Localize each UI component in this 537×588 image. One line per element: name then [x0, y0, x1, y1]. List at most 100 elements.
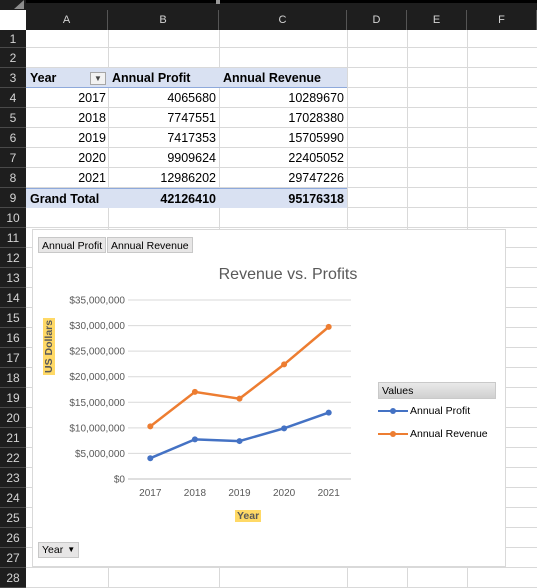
row-header-26[interactable]: 26: [0, 528, 26, 548]
pivot-chart[interactable]: Annual Profit Annual Revenue Revenue vs.…: [32, 229, 506, 567]
y-tick-label: $0: [114, 475, 126, 486]
pivot-header-revenue[interactable]: Annual Revenue: [223, 71, 321, 85]
pivot-cell-profit[interactable]: 7747551: [167, 111, 216, 125]
chart-title[interactable]: Revenue vs. Profits: [218, 266, 358, 283]
data-point-profit[interactable]: [147, 455, 154, 462]
pivot-cell-profit[interactable]: 4065680: [167, 91, 216, 105]
row-header-25[interactable]: 25: [0, 508, 26, 528]
column-header-f[interactable]: F: [467, 10, 537, 30]
filter-dropdown-icon[interactable]: ▼: [90, 72, 106, 85]
data-point-profit[interactable]: [191, 436, 198, 443]
pivot-cell-year[interactable]: 2019: [78, 131, 106, 145]
row-header-1[interactable]: 1: [0, 30, 26, 48]
pivot-cell-revenue[interactable]: 17028380: [288, 111, 344, 125]
x-tick-label: 2021: [318, 488, 341, 499]
pivot-header-year[interactable]: Year: [30, 71, 57, 85]
legend-line-icon: [378, 431, 408, 437]
pivot-cell-revenue[interactable]: 29747226: [288, 171, 344, 185]
row-header-18[interactable]: 18: [0, 368, 26, 388]
pivot-header-profit[interactable]: Annual Profit: [112, 71, 191, 85]
row-header-4[interactable]: 4: [0, 88, 26, 108]
row-header-5[interactable]: 5: [0, 108, 26, 128]
axis-field-label: Year: [42, 544, 64, 556]
data-point-revenue[interactable]: [147, 423, 154, 430]
ribbon-edge: [26, 0, 216, 3]
row-header-15[interactable]: 15: [0, 308, 26, 328]
row-header-28[interactable]: 28: [0, 568, 26, 588]
row-header-27[interactable]: 27: [0, 548, 26, 568]
x-axis-title[interactable]: Year: [235, 510, 262, 522]
data-point-revenue[interactable]: [325, 323, 332, 330]
field-button-revenue[interactable]: Annual Revenue: [107, 237, 193, 253]
data-point-profit[interactable]: [281, 425, 288, 432]
legend-header[interactable]: Values: [378, 382, 496, 399]
pivot-cell-year[interactable]: 2021: [78, 171, 106, 185]
pivot-cell-profit[interactable]: 12986202: [160, 171, 216, 185]
grand-total-label[interactable]: Grand Total: [30, 192, 100, 206]
data-point-profit[interactable]: [236, 438, 243, 445]
pivot-cell-revenue[interactable]: 22405052: [288, 151, 344, 165]
y-tick-label: $30,000,000: [69, 321, 125, 332]
row-header-13[interactable]: 13: [0, 268, 26, 288]
legend-line-icon: [378, 408, 408, 414]
y-tick-label: $15,000,000: [69, 398, 125, 409]
axis-field-button-year[interactable]: Year ▼: [38, 542, 80, 558]
legend-item-revenue[interactable]: Annual Revenue: [378, 426, 488, 442]
pivot-header-row: [26, 68, 347, 88]
series-line-profit[interactable]: [149, 411, 330, 460]
data-point-profit[interactable]: [325, 409, 332, 416]
y-tick-label: $10,000,000: [69, 423, 125, 434]
row-header-6[interactable]: 6: [0, 128, 26, 148]
row-header-11[interactable]: 11: [0, 228, 26, 248]
pivot-cell-year[interactable]: 2020: [78, 151, 106, 165]
y-tick-label: $20,000,000: [69, 372, 125, 383]
column-header-bar: [26, 0, 537, 30]
pivot-cell-revenue[interactable]: 15705990: [288, 131, 344, 145]
row-header-10[interactable]: 10: [0, 208, 26, 228]
row-header-2[interactable]: 2: [0, 48, 26, 68]
select-all-corner[interactable]: [0, 0, 26, 10]
row-header-9[interactable]: 9: [0, 188, 26, 208]
ribbon-edge-right: [220, 0, 537, 3]
pivot-cell-revenue[interactable]: 10289670: [288, 91, 344, 105]
row-header-7[interactable]: 7: [0, 148, 26, 168]
dropdown-arrow-icon: ▼: [67, 545, 76, 554]
row-header-22[interactable]: 22: [0, 448, 26, 468]
pivot-cell-profit[interactable]: 7417353: [167, 131, 216, 145]
data-point-revenue[interactable]: [236, 395, 243, 402]
y-tick-label: $35,000,000: [69, 296, 125, 307]
row-header-20[interactable]: 20: [0, 408, 26, 428]
grand-total-profit[interactable]: 42126410: [160, 192, 216, 206]
legend-item-profit[interactable]: Annual Profit: [378, 403, 470, 419]
ribbon-notch-icon: [216, 0, 220, 4]
pivot-cell-year[interactable]: 2018: [78, 111, 106, 125]
row-header-16[interactable]: 16: [0, 328, 26, 348]
row-header-21[interactable]: 21: [0, 428, 26, 448]
row-header-19[interactable]: 19: [0, 388, 26, 408]
x-tick-label: 2019: [228, 488, 251, 499]
data-point-revenue[interactable]: [191, 388, 198, 395]
row-header-8[interactable]: 8: [0, 168, 26, 188]
row-header-23[interactable]: 23: [0, 468, 26, 488]
legend-label-profit: Annual Profit: [410, 405, 471, 417]
field-button-profit[interactable]: Annual Profit: [38, 237, 107, 253]
column-header-a[interactable]: A: [26, 10, 108, 30]
data-point-revenue[interactable]: [281, 361, 288, 368]
column-header-b[interactable]: B: [108, 10, 219, 30]
column-header-d[interactable]: D: [347, 10, 407, 30]
row-header-12[interactable]: 12: [0, 248, 26, 268]
pivot-cell-profit[interactable]: 9909624: [167, 151, 216, 165]
row-header-bar: [0, 30, 26, 588]
column-header-e[interactable]: E: [407, 10, 467, 30]
grand-total-revenue[interactable]: 95176318: [288, 192, 344, 206]
row-header-24[interactable]: 24: [0, 488, 26, 508]
x-tick-label: 2018: [184, 488, 207, 499]
row-header-17[interactable]: 17: [0, 348, 26, 368]
pivot-cell-year[interactable]: 2017: [78, 91, 106, 105]
select-all-icon[interactable]: [14, 0, 24, 9]
y-axis-title[interactable]: US Dollars: [43, 317, 55, 375]
column-header-c[interactable]: C: [219, 10, 347, 30]
row-header-14[interactable]: 14: [0, 288, 26, 308]
y-tick-label: $5,000,000: [75, 449, 125, 460]
row-header-3[interactable]: 3: [0, 68, 26, 88]
